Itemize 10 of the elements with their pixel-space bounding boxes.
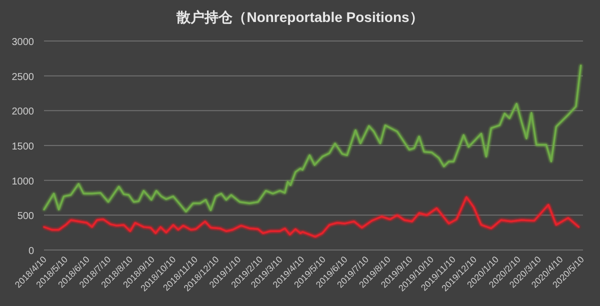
y-tick-label: 500 [17,211,34,222]
y-tick-label: 3000 [12,37,34,48]
y-tick-label: 1000 [12,176,34,188]
y-tick-label: 2500 [12,72,34,83]
chart-title: 散户持仓（Nonreportable Positions） [176,9,424,25]
line-series [43,196,580,238]
y-tick-label: 1500 [12,142,34,152]
y-tick-label: 0 [28,246,34,257]
line-series [43,64,582,212]
y-tick-label: 2000 [12,106,34,118]
